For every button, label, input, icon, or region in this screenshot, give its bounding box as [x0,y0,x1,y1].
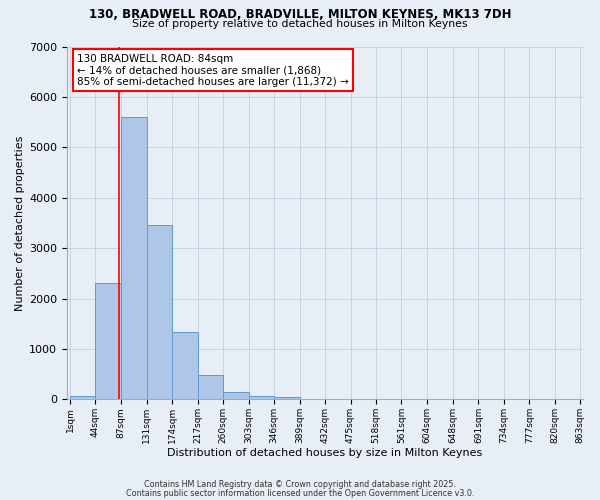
Text: 130, BRADWELL ROAD, BRADVILLE, MILTON KEYNES, MK13 7DH: 130, BRADWELL ROAD, BRADVILLE, MILTON KE… [89,8,511,20]
Bar [249,396,274,400]
Bar [121,117,147,400]
Bar [223,392,249,400]
Text: Contains HM Land Registry data © Crown copyright and database right 2025.: Contains HM Land Registry data © Crown c… [144,480,456,489]
Y-axis label: Number of detached properties: Number of detached properties [15,135,25,310]
Bar [274,397,299,400]
Text: Contains public sector information licensed under the Open Government Licence v3: Contains public sector information licen… [126,488,474,498]
Text: Size of property relative to detached houses in Milton Keynes: Size of property relative to detached ho… [132,19,468,29]
Bar [147,226,172,400]
Text: 130 BRADWELL ROAD: 84sqm
← 14% of detached houses are smaller (1,868)
85% of sem: 130 BRADWELL ROAD: 84sqm ← 14% of detach… [77,54,349,87]
Bar [198,375,223,400]
Bar [95,284,121,400]
Bar [70,396,95,400]
X-axis label: Distribution of detached houses by size in Milton Keynes: Distribution of detached houses by size … [167,448,483,458]
Bar [172,332,198,400]
